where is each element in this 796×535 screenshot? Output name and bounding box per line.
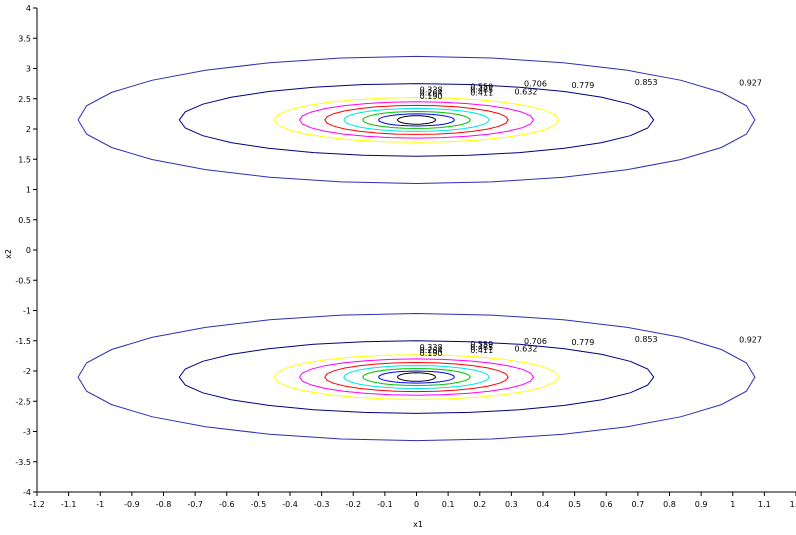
- x-ticks: -1.2 -1.1 -1 -0.9 -0.8 -0.7 -0.6 -0.5 -0.4 -0.3 -0…: [29, 492, 796, 509]
- contour-line: [324, 104, 509, 135]
- contour-line: [77, 312, 756, 442]
- contour-line: [298, 358, 535, 396]
- contour-line: [343, 107, 490, 132]
- y-tick-label: 2: [26, 125, 31, 134]
- contour-line: [178, 340, 655, 414]
- contour-label: 0.411: [470, 89, 493, 98]
- contour-label: 0.559: [470, 340, 493, 349]
- contour-line: [396, 372, 437, 382]
- y-tick-label: -2.5: [15, 397, 31, 406]
- x-tick-label: -0.8: [156, 500, 172, 509]
- contour-label: 0.485: [470, 343, 493, 352]
- y-ticks: -4 -3.5 -3 -2.5 -2 -1.5 -1 -0.5 0 0.5 1 1.5 2 2.5 3 3.5…: [15, 4, 37, 497]
- contour-line: [396, 115, 437, 125]
- x-tick-label: 0.2: [473, 500, 486, 509]
- x-tick-label: 1.2: [790, 500, 796, 509]
- x-tick-label: -1: [96, 500, 104, 509]
- contour-line: [377, 370, 456, 384]
- contour-label: 0.338: [420, 343, 443, 352]
- contour-label: 0.927: [739, 336, 762, 345]
- x-tick-label: -1.2: [29, 500, 45, 509]
- contour-line: [343, 365, 490, 390]
- y-tick-label: -1: [23, 307, 31, 316]
- x-tick-label: 0.9: [695, 500, 708, 509]
- x-tick-label: 0: [414, 500, 419, 509]
- contour-line: [298, 101, 535, 139]
- x-tick-label: 0.7: [632, 500, 645, 509]
- contour-label: 0.190: [420, 349, 443, 358]
- x-tick-label: -0.7: [187, 500, 203, 509]
- y-tick-label: -1.5: [15, 337, 31, 346]
- contour-line: [362, 368, 471, 387]
- contour-line: [377, 113, 456, 127]
- contour-label: 0.706: [524, 80, 547, 89]
- contour-line: [178, 83, 655, 157]
- y-tick-label: -0.5: [15, 276, 31, 285]
- x-tick-label: 0.1: [442, 500, 455, 509]
- contour-label: 0.632: [515, 88, 538, 97]
- contour-label: 0.190: [420, 92, 443, 101]
- contour-label: 0.779: [571, 338, 594, 347]
- y-tick-label: 3: [26, 65, 31, 74]
- contour-label: 0.559: [470, 83, 493, 92]
- x-tick-label: 0.5: [568, 500, 581, 509]
- y-tick-label: 4: [26, 4, 31, 13]
- y-tick-label: -4: [23, 488, 31, 497]
- contour-label: 0.927: [739, 78, 762, 87]
- y-tick-label: 1.5: [18, 155, 31, 164]
- y-axis-label: x2: [4, 249, 13, 259]
- y-tick-label: 2.5: [18, 95, 31, 104]
- x-tick-label: 0.8: [663, 500, 676, 509]
- y-tick-label: 3.5: [18, 34, 31, 43]
- contour-label: 0.853: [635, 78, 658, 87]
- x-axis-label: x1: [413, 520, 423, 529]
- contour-label: 0.264: [420, 89, 443, 98]
- contour-line: [324, 361, 509, 393]
- contour-label: 0.632: [515, 345, 538, 354]
- x-tick-label: -1.1: [61, 500, 77, 509]
- x-tick-label: -0.2: [345, 500, 361, 509]
- x-tick-label: 0.3: [505, 500, 518, 509]
- x-tick-label: -0.5: [251, 500, 267, 509]
- y-tick-label: 1: [26, 186, 31, 195]
- x-tick-label: -0.3: [314, 500, 330, 509]
- x-tick-label: -0.4: [282, 500, 298, 509]
- x-tick-label: -0.9: [124, 500, 140, 509]
- x-tick-label: 0.6: [600, 500, 613, 509]
- contour-line: [273, 354, 560, 400]
- contour-labels: 0.9270.8530.7790.7060.6320.5590.4850.411…: [420, 78, 762, 358]
- contour-lines: [77, 55, 756, 442]
- y-tick-label: -3.5: [15, 458, 31, 467]
- y-tick-label: 0.5: [18, 216, 31, 225]
- contour-label: 0.485: [470, 86, 493, 95]
- contour-line: [362, 110, 471, 129]
- contour-label: 0.338: [420, 86, 443, 95]
- contour-line: [77, 55, 756, 185]
- contour-label: 0.264: [420, 346, 443, 355]
- x-tick-label: 1: [730, 500, 735, 509]
- contour-label: 0.411: [470, 346, 493, 355]
- contour-line: [273, 96, 560, 143]
- x-tick-label: -0.6: [219, 500, 235, 509]
- contour-label: 0.706: [524, 337, 547, 346]
- x-tick-label: 1.1: [758, 500, 771, 509]
- x-tick-label: -0.1: [377, 500, 393, 509]
- contour-label: 0.779: [571, 81, 594, 90]
- y-tick-label: -2: [23, 367, 31, 376]
- x-tick-label: 0.4: [537, 500, 550, 509]
- y-tick-label: 0: [26, 246, 31, 255]
- y-tick-label: -3: [23, 428, 31, 437]
- contour-label: 0.853: [635, 335, 658, 344]
